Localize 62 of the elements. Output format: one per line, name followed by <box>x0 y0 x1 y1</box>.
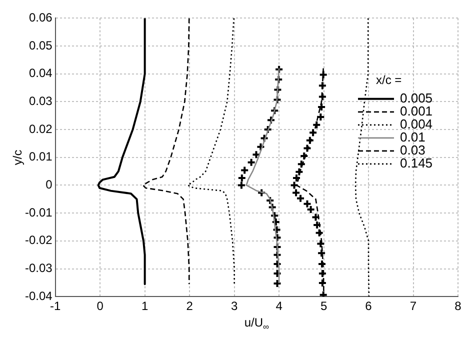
point <box>273 85 282 94</box>
legend-label: 0.03 <box>400 142 426 158</box>
point <box>290 180 299 190</box>
legend-title: x/c = <box>376 73 402 88</box>
point <box>240 166 250 175</box>
point <box>237 174 246 182</box>
legend-label: 0.01 <box>400 130 426 145</box>
y-tick-label: -0.01 <box>24 205 53 220</box>
y-tick-label: 0.02 <box>28 122 53 136</box>
point <box>311 212 320 222</box>
point <box>305 136 314 145</box>
y-tick-label: -0.04 <box>24 288 53 303</box>
y-tick-label: -0.03 <box>24 261 53 276</box>
point <box>318 70 328 80</box>
y-tick-label: 0.01 <box>28 150 53 164</box>
y-tick-label: 0 <box>46 178 53 192</box>
point <box>274 64 284 74</box>
point <box>312 120 322 130</box>
y-tick-label: 0.04 <box>28 66 53 80</box>
x-tick-label: 8 <box>454 299 462 314</box>
x-tick-label: 7 <box>410 299 417 314</box>
x-tick-label: -1 <box>50 299 62 314</box>
point <box>256 142 266 152</box>
point <box>294 167 304 176</box>
legend-label: 0.004 <box>400 116 433 132</box>
point <box>272 250 282 260</box>
point <box>272 233 282 242</box>
x-tick-label: 3 <box>230 299 238 314</box>
legend-label: 0.005 <box>400 90 433 106</box>
x-tick-label: 0 <box>96 299 104 314</box>
line-series <box>142 18 190 285</box>
x-tick-label: 2 <box>186 299 194 314</box>
point <box>272 225 282 234</box>
point <box>318 290 328 297</box>
point <box>272 95 282 104</box>
point <box>316 239 326 248</box>
x-tick-label: 5 <box>320 299 328 314</box>
point <box>318 81 327 90</box>
point <box>317 248 326 258</box>
point <box>260 134 269 143</box>
legend-label: 0.001 <box>400 104 433 119</box>
legend-label: 0.145 <box>400 156 433 171</box>
x-axis-title: u/U∞ <box>244 315 270 332</box>
y-tick-label: 0.05 <box>28 38 53 52</box>
point <box>257 188 266 198</box>
y-tick-label: 0.03 <box>28 94 53 108</box>
y-tick-label: -0.02 <box>24 233 53 248</box>
point <box>236 180 246 190</box>
line-series <box>187 18 235 285</box>
y-tick-label: 0.06 <box>28 10 53 25</box>
point <box>246 158 256 167</box>
x-tick-label: 6 <box>365 299 372 314</box>
point <box>302 144 312 153</box>
point <box>270 106 280 116</box>
x-tick-label: 4 <box>276 299 283 314</box>
point <box>318 92 327 102</box>
point <box>308 128 318 138</box>
point <box>296 160 306 169</box>
point <box>252 150 261 160</box>
x-tick-label: 1 <box>141 299 148 314</box>
y-axis-title: y/c <box>10 150 24 166</box>
point <box>314 228 324 238</box>
